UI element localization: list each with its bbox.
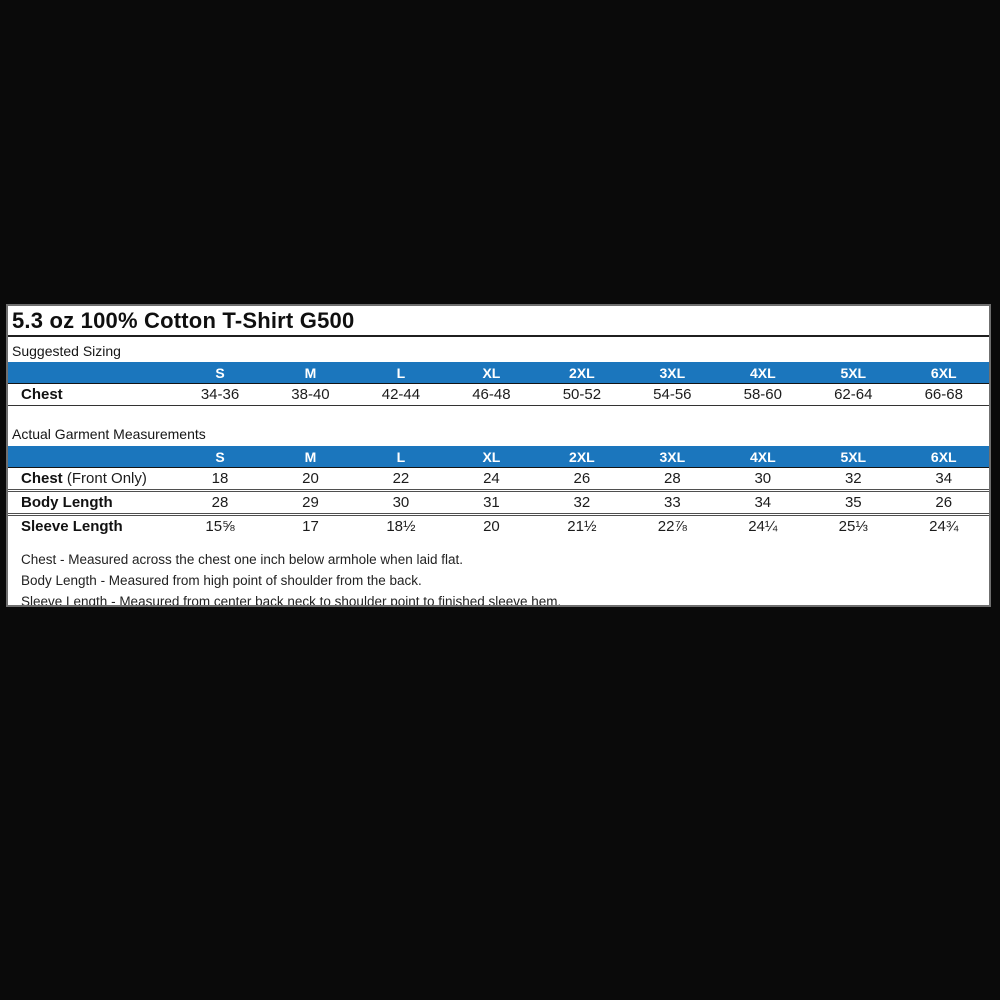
suggested-sizing-heading: Suggested Sizing [12, 343, 121, 359]
value-cell: 22⅞ [657, 518, 687, 535]
value-cell: 20 [483, 518, 500, 535]
row-label: Chest [21, 470, 63, 487]
size-chart-panel: 5.3 oz 100% Cotton T-Shirt G500 Suggeste… [6, 304, 991, 607]
value-cell: 26 [536, 467, 628, 492]
value-cell: 62-64 [808, 383, 899, 406]
row-label-cell: Sleeve Length [8, 515, 175, 538]
size-header-cell: 5XL [808, 446, 899, 468]
measurement-notes: Chest - Measured across the chest one in… [12, 549, 989, 607]
actual-measurements-heading: Actual Garment Measurements [12, 426, 206, 442]
title-divider [8, 335, 989, 337]
value-cell: 24¾ [929, 518, 959, 535]
size-header-cell: M [265, 362, 356, 384]
size-header-empty-cell [8, 362, 175, 384]
value-cell: 22 [355, 467, 447, 492]
value-cell: 42-44 [355, 383, 447, 406]
value-cell: 34 [898, 467, 989, 492]
value-cell: 50-52 [536, 383, 628, 406]
value-cell: 30 [355, 490, 447, 516]
row-label-cell: Chest (Front Only) [8, 467, 175, 492]
size-header-cell: L [355, 362, 447, 384]
value-cell: 24¼ [748, 518, 778, 535]
suggested-sizing-table: S M L XL 2XL 3XL 4XL 5XL 6XL Chest 34-36… [8, 362, 989, 406]
table-row-chest: Chest 34-36 38-40 42-44 46-48 50-52 54-5… [8, 383, 989, 406]
table-row-chest-front: Chest (Front Only) 18 20 22 24 26 28 30 … [8, 467, 989, 492]
size-header-row: S M L XL 2XL 3XL 4XL 5XL 6XL [8, 362, 989, 384]
value-cell: 35 [808, 490, 899, 516]
size-header-cell: 6XL [898, 446, 989, 468]
value-cell: 20 [265, 467, 356, 492]
value-cell: 46-48 [446, 383, 537, 406]
size-header-cell: L [355, 446, 447, 468]
value-cell: 18 [174, 467, 266, 492]
value-cell: 32 [536, 490, 628, 516]
value-cell: 29 [265, 490, 356, 516]
value-cell: 34-36 [174, 383, 266, 406]
size-header-cell: 5XL [808, 362, 899, 384]
value-cell: 18½ [386, 518, 416, 535]
size-header-cell: XL [446, 446, 537, 468]
row-label-cell: Body Length [8, 490, 175, 516]
size-header-cell: 4XL [717, 446, 809, 468]
row-label: Body Length [21, 494, 113, 511]
value-cell: 54-56 [627, 383, 718, 406]
note-line-chest: Chest - Measured across the chest one in… [21, 552, 463, 567]
table-row-sleeve-length: Sleeve Length 15⅝ 17 18½ 20 21½ 22⅞ 24¼ … [8, 515, 989, 538]
value-cell: 30 [717, 467, 809, 492]
size-header-cell: M [265, 446, 356, 468]
value-cell: 58-60 [717, 383, 809, 406]
value-cell: 33 [627, 490, 718, 516]
value-cell: 34 [717, 490, 809, 516]
size-header-cell: S [174, 446, 266, 468]
value-cell: 66-68 [898, 383, 989, 406]
size-header-cell: XL [446, 362, 537, 384]
note-line-body-length: Body Length - Measured from high point o… [21, 573, 422, 588]
value-cell: 25⅓ [838, 518, 868, 535]
note-line-sleeve-length: Sleeve Length - Measured from center bac… [21, 594, 562, 607]
value-cell: 15⅝ [205, 518, 235, 535]
size-header-cell: 6XL [898, 362, 989, 384]
size-header-cell: 2XL [536, 446, 628, 468]
value-cell: 38-40 [265, 383, 356, 406]
table-row-body-length: Body Length 28 29 30 31 32 33 34 35 26 [8, 490, 989, 516]
row-label: Chest [21, 386, 63, 403]
value-cell: 21½ [567, 518, 597, 535]
value-cell: 31 [446, 490, 537, 516]
value-cell: 24 [446, 467, 537, 492]
row-label: Sleeve Length [21, 518, 123, 535]
size-header-cell: 2XL [536, 362, 628, 384]
value-cell: 26 [898, 490, 989, 516]
value-cell: 32 [808, 467, 899, 492]
size-header-cell: S [174, 362, 266, 384]
size-header-empty-cell [8, 446, 175, 468]
value-cell: 17 [302, 518, 319, 535]
value-cell: 28 [627, 467, 718, 492]
actual-measurements-table: S M L XL 2XL 3XL 4XL 5XL 6XL Chest (Fron… [8, 446, 989, 537]
row-label-cell: Chest [8, 383, 175, 406]
row-label-suffix: (Front Only) [62, 470, 147, 487]
size-header-cell: 4XL [717, 362, 809, 384]
size-header-cell: 3XL [627, 362, 718, 384]
value-cell: 28 [174, 490, 266, 516]
size-header-row: S M L XL 2XL 3XL 4XL 5XL 6XL [8, 446, 989, 468]
size-header-cell: 3XL [627, 446, 718, 468]
chart-title: 5.3 oz 100% Cotton T-Shirt G500 [12, 308, 355, 333]
